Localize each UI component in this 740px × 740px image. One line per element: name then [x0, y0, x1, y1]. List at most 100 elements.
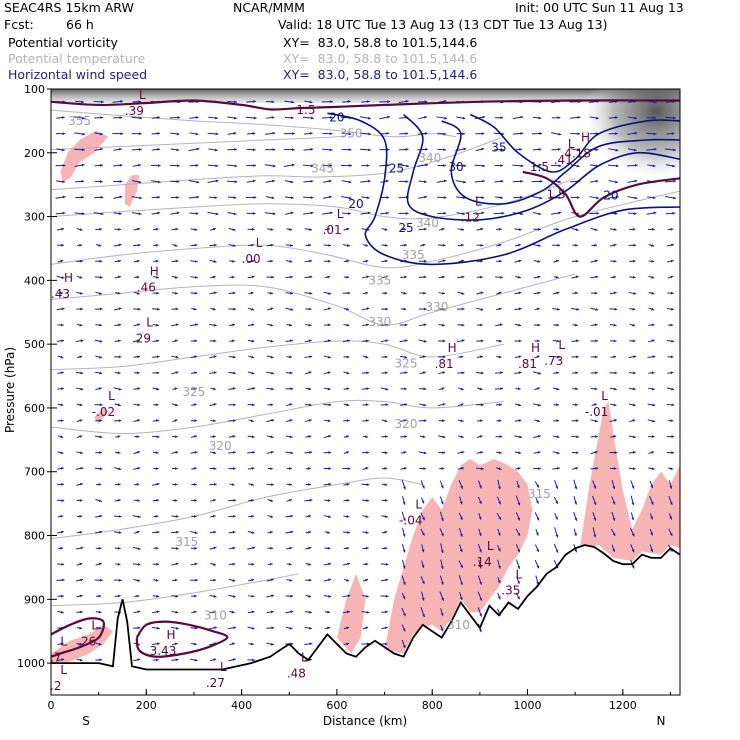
wind-vector-head [251, 259, 255, 263]
wind-vector-head [501, 211, 505, 215]
wind-vector-head [99, 658, 103, 662]
extremum-letter: L [487, 539, 494, 553]
wind-vector-head [155, 227, 159, 231]
wind-vector-head [155, 467, 159, 470]
wind-vector-head [310, 147, 314, 151]
wind-vector-head [193, 387, 197, 391]
wind-vector-head [462, 196, 466, 200]
wind-vector-head [118, 227, 121, 231]
wind-vector-head [518, 451, 522, 455]
wind-vector-head [575, 275, 579, 279]
extremum-value: .12 [461, 210, 480, 224]
wind-vector-head [633, 243, 637, 247]
wind-vector-head [402, 533, 406, 537]
wind-vector-head [61, 562, 65, 566]
wind-vector-head [137, 403, 141, 407]
wind-vector-head [327, 610, 330, 614]
wind-vector-head [650, 516, 653, 520]
wind-vector-head [231, 642, 235, 646]
wind-vector-head [538, 371, 541, 375]
wind-vector-head [60, 642, 64, 646]
wind-vector-head [137, 515, 141, 519]
wind-vector-head [537, 403, 541, 407]
wind-vector-head [517, 580, 520, 584]
wind-vector-head [157, 147, 160, 151]
wind-vector-head [555, 534, 559, 538]
wind-vector-head [497, 580, 501, 584]
wind-vector-head [498, 451, 502, 455]
wind-vector-head [138, 148, 142, 151]
wind-vector-head [670, 227, 674, 231]
wind-vector-head [215, 164, 219, 168]
wind-vector-head [615, 195, 619, 199]
wind-vector-head [520, 115, 524, 119]
wind-vector-head [404, 275, 407, 279]
wind-vector-head [253, 100, 256, 104]
wind-vector-head [346, 482, 350, 486]
wind-vector-head [251, 626, 255, 630]
wind-vector-head [500, 164, 503, 167]
wind-vector-head [442, 291, 445, 295]
wind-vector-head [233, 498, 236, 502]
wind-vector-head [348, 132, 352, 136]
wind-vector-head [251, 227, 255, 231]
wind-vector-head [232, 387, 236, 391]
wind-vector-head [403, 451, 407, 454]
wind-vector-head [271, 179, 275, 183]
wind-vector-head [365, 291, 369, 295]
wind-vector-head [231, 275, 235, 279]
wind-vector-head [251, 498, 254, 502]
wind-vector-head [366, 275, 370, 279]
extremum-value: .81 [518, 357, 537, 371]
wind-vector-head [80, 451, 83, 455]
wind-vector-head [327, 387, 331, 391]
wind-vector-head [98, 243, 102, 247]
wind-vector-head [328, 467, 332, 471]
wind-vector-head [100, 212, 104, 216]
extremum-letter: H [448, 341, 457, 355]
wind-vector-head [156, 307, 160, 311]
wind-vector-head [80, 578, 84, 582]
wind-vector-head [270, 610, 274, 614]
wind-vector-head [556, 323, 559, 327]
wind-vector-head [671, 243, 674, 247]
wind-vector-head [271, 100, 275, 104]
wind-vector-head [137, 610, 141, 614]
wind-vector-head [498, 307, 502, 311]
wind-vector-head [479, 387, 483, 391]
wind-vector-head [310, 179, 314, 183]
wind-vector-head [156, 642, 160, 646]
wind-vector-head [461, 339, 465, 343]
wind-vector-head [328, 434, 332, 438]
wind-vector-head [460, 564, 463, 568]
wind-vector-head [480, 227, 484, 231]
wind-vector-head [138, 180, 142, 184]
wind-vector-head [537, 244, 541, 247]
wind-vector-head [194, 435, 197, 438]
wind-vector-head [176, 530, 179, 534]
wind-vector-head [615, 148, 619, 152]
extremum-letter: L [139, 88, 146, 102]
wind-vector-head [120, 100, 123, 103]
wind-vector-head [118, 387, 122, 391]
wind-vector-head [118, 531, 122, 534]
wind-vector-head [478, 500, 482, 504]
wind-vector-head [213, 482, 217, 486]
extremum-letter: H [166, 628, 175, 642]
wind-vector-head [119, 147, 122, 151]
wind-vector-head [98, 387, 102, 391]
wind-vector-head [440, 566, 444, 569]
wind-label: 35 [491, 141, 506, 155]
wind-vector-head [137, 466, 141, 470]
wind-vector-head [634, 163, 638, 167]
wind-vector-head [270, 435, 274, 439]
wind-vector-head [194, 546, 198, 550]
wind-vector-head [669, 516, 673, 520]
wind-vector-head [478, 565, 482, 569]
wind-vector-head [269, 530, 273, 534]
wind-vector-head [536, 307, 540, 311]
wind-vector-head [81, 195, 84, 199]
wind-vector-head [79, 323, 83, 327]
wind-vector-head [308, 594, 312, 598]
wind-vector-head [346, 307, 349, 311]
